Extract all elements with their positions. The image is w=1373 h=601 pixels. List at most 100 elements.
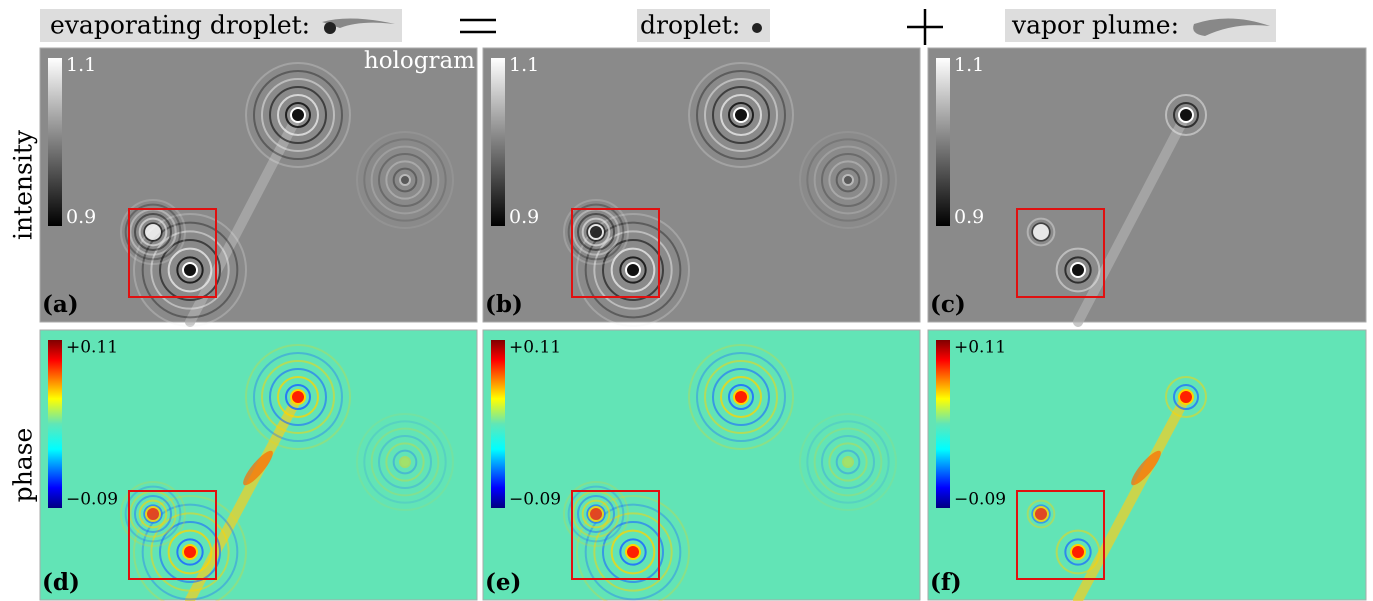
droplet [733,107,749,123]
diffraction-ring [813,427,883,497]
diffraction-ring [1165,94,1207,136]
zoom-box [571,490,660,580]
diffraction-ring [1031,222,1051,242]
colorbar-min: 0.9 [954,206,984,228]
droplet [1033,224,1049,240]
diffraction-ring [602,521,664,583]
panel-image [482,47,921,323]
diffraction-ring [120,199,186,265]
icon-droplet [752,23,762,33]
droplet [399,174,411,186]
diffraction-ring [799,131,897,229]
diffraction-ring [138,499,168,529]
colorbar [936,340,950,508]
diffraction-ring [576,213,690,327]
diffraction-ring [813,145,883,215]
row-label: intensity [9,129,38,240]
diffraction-ring [1064,256,1092,284]
diffraction-ring [577,213,615,251]
colorbar-max: 1.1 [66,54,96,76]
diffraction-ring [370,427,440,497]
diffraction-ring [728,384,754,410]
diffraction-ring [167,529,213,575]
diffraction-ring [385,442,425,482]
diffraction-ring [576,495,690,601]
colorbar-min: 0.9 [66,206,96,228]
diffraction-ring [159,239,221,301]
panel: 1.1 0.9 hologram (a) [39,47,478,327]
diffraction-ring [120,481,186,547]
droplet [625,262,641,278]
zoom-box [571,208,660,298]
diffraction-ring [363,138,447,222]
droplet [625,544,641,560]
diffraction-ring [138,217,168,247]
vapor-plume [185,110,303,327]
colorbar-max: 1.1 [954,54,984,76]
panel-image [482,329,921,601]
colorbar-min: −0.09 [509,490,561,510]
diffraction-ring [584,221,682,319]
diffraction-ring [828,160,868,200]
icon-plume [322,18,395,28]
panel-label: (b) [485,291,523,318]
diffraction-ring [704,360,778,434]
colorbar-min: −0.09 [954,490,1006,510]
vapor-plume [185,392,303,601]
diffraction-ring [253,352,343,442]
diffraction-ring [150,512,230,592]
diffraction-ring [134,495,172,533]
diffraction-ring [712,368,770,426]
vapor-plume [1073,392,1191,601]
term-label: evaporating droplet: [50,11,310,40]
diffraction-ring [619,256,647,284]
diffraction-ring [141,221,239,319]
diffraction-ring [1165,376,1207,418]
diffraction-ring [176,256,204,284]
diffraction-ring [704,78,778,152]
diffraction-ring [720,376,762,418]
diffraction-ring [134,213,172,251]
diffraction-ring [567,485,625,543]
colorbar [936,58,950,226]
diffraction-ring [584,503,682,601]
diffraction-ring [1026,499,1056,529]
diffraction-ring [696,70,786,160]
droplet [145,506,161,522]
diffraction-ring [712,86,770,144]
plume-core [1131,450,1161,486]
droplet [588,506,604,522]
diffraction-ring [385,160,425,200]
colorbar [48,340,62,508]
diffraction-ring [828,442,868,482]
diffraction-ring [150,230,230,310]
diffraction-ring [133,495,247,601]
plus-sign [907,9,943,45]
droplet [290,107,306,123]
diffraction-ring [799,413,897,511]
diffraction-ring [253,70,343,160]
term-label: vapor plume: [1011,11,1179,40]
zoom-box [128,490,217,580]
zoom-box [1016,490,1105,580]
diffraction-ring [261,78,335,152]
diffraction-ring [593,230,673,310]
colorbar-min: 0.9 [509,206,539,228]
diffraction-ring [720,94,762,136]
icon-plume [1193,18,1270,36]
droplet [182,262,198,278]
diffraction-ring [563,199,629,265]
diffraction-ring [285,102,311,128]
droplet [842,174,854,186]
colorbar-max: +0.11 [954,338,1006,358]
diffraction-ring [1055,529,1101,575]
plume-core [243,450,273,486]
colorbar [491,58,505,226]
diffraction-ring [124,485,182,543]
diffraction-ring [277,94,319,136]
diffraction-ring [370,145,440,215]
panel-label: (d) [42,569,80,596]
diffraction-ring [577,495,615,533]
